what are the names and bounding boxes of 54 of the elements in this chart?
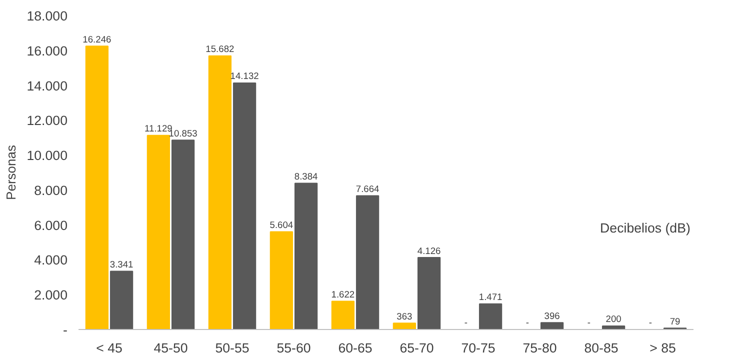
bar	[392, 322, 416, 330]
data-label: -	[648, 318, 652, 328]
x-tick-label: > 85	[650, 340, 676, 356]
y-tick-label: 2.000	[34, 288, 68, 303]
bar	[417, 257, 441, 330]
data-label: 7.664	[356, 184, 380, 194]
x-axis-title: Decibelios (dB)	[600, 220, 690, 236]
x-tick-label: 70-75	[461, 340, 496, 356]
x-tick-label: 75-80	[522, 340, 557, 356]
bar	[294, 182, 318, 330]
y-tick-label: -	[63, 322, 68, 338]
y-tick-label: 8.000	[34, 182, 68, 198]
data-label: 396	[544, 310, 560, 321]
data-label: 1.471	[478, 292, 502, 302]
y-tick-label: 10.000	[26, 148, 68, 164]
bar	[208, 55, 232, 330]
bar	[331, 300, 355, 330]
data-label: 8.384	[294, 171, 318, 182]
data-label: 3.341	[110, 259, 134, 270]
x-tick-label: 55-60	[276, 340, 311, 356]
y-tick-label: 12.000	[26, 113, 68, 128]
bar	[270, 231, 294, 330]
data-label: 4.126	[417, 246, 441, 256]
x-tick-label: 50-55	[215, 340, 250, 356]
x-tick-label: 60-65	[338, 340, 372, 356]
bar	[540, 322, 564, 330]
y-tick-label: 16.000	[26, 43, 68, 58]
x-tick-label: 65-70	[400, 340, 434, 356]
bar	[232, 82, 256, 330]
bar	[478, 303, 502, 330]
data-label: 16.246	[82, 34, 112, 44]
bar	[85, 46, 109, 330]
x-tick-label: < 45	[96, 340, 122, 356]
data-label: -	[526, 318, 530, 328]
bar	[356, 195, 380, 330]
data-label: -	[464, 318, 468, 328]
y-tick-label: 4.000	[34, 252, 68, 268]
data-label: 15.682	[206, 44, 234, 54]
data-label: 79	[670, 316, 680, 326]
y-axis-title: Personas	[4, 144, 19, 200]
data-label: 363	[396, 311, 412, 322]
bar	[110, 270, 134, 330]
y-tick-label: 18.000	[26, 8, 68, 24]
x-tick-label: 80-85	[584, 340, 618, 356]
bar	[146, 134, 170, 330]
x-tick-label: 45-50	[154, 340, 188, 356]
data-label: 1.622	[331, 289, 355, 300]
data-label: -	[587, 318, 591, 328]
y-tick-label: 14.000	[26, 78, 68, 94]
y-tick-label: 6.000	[34, 218, 68, 233]
data-label: 5.604	[270, 220, 294, 230]
data-label: 200	[606, 314, 622, 324]
bar	[171, 140, 195, 330]
data-label: 11.129	[144, 124, 172, 134]
